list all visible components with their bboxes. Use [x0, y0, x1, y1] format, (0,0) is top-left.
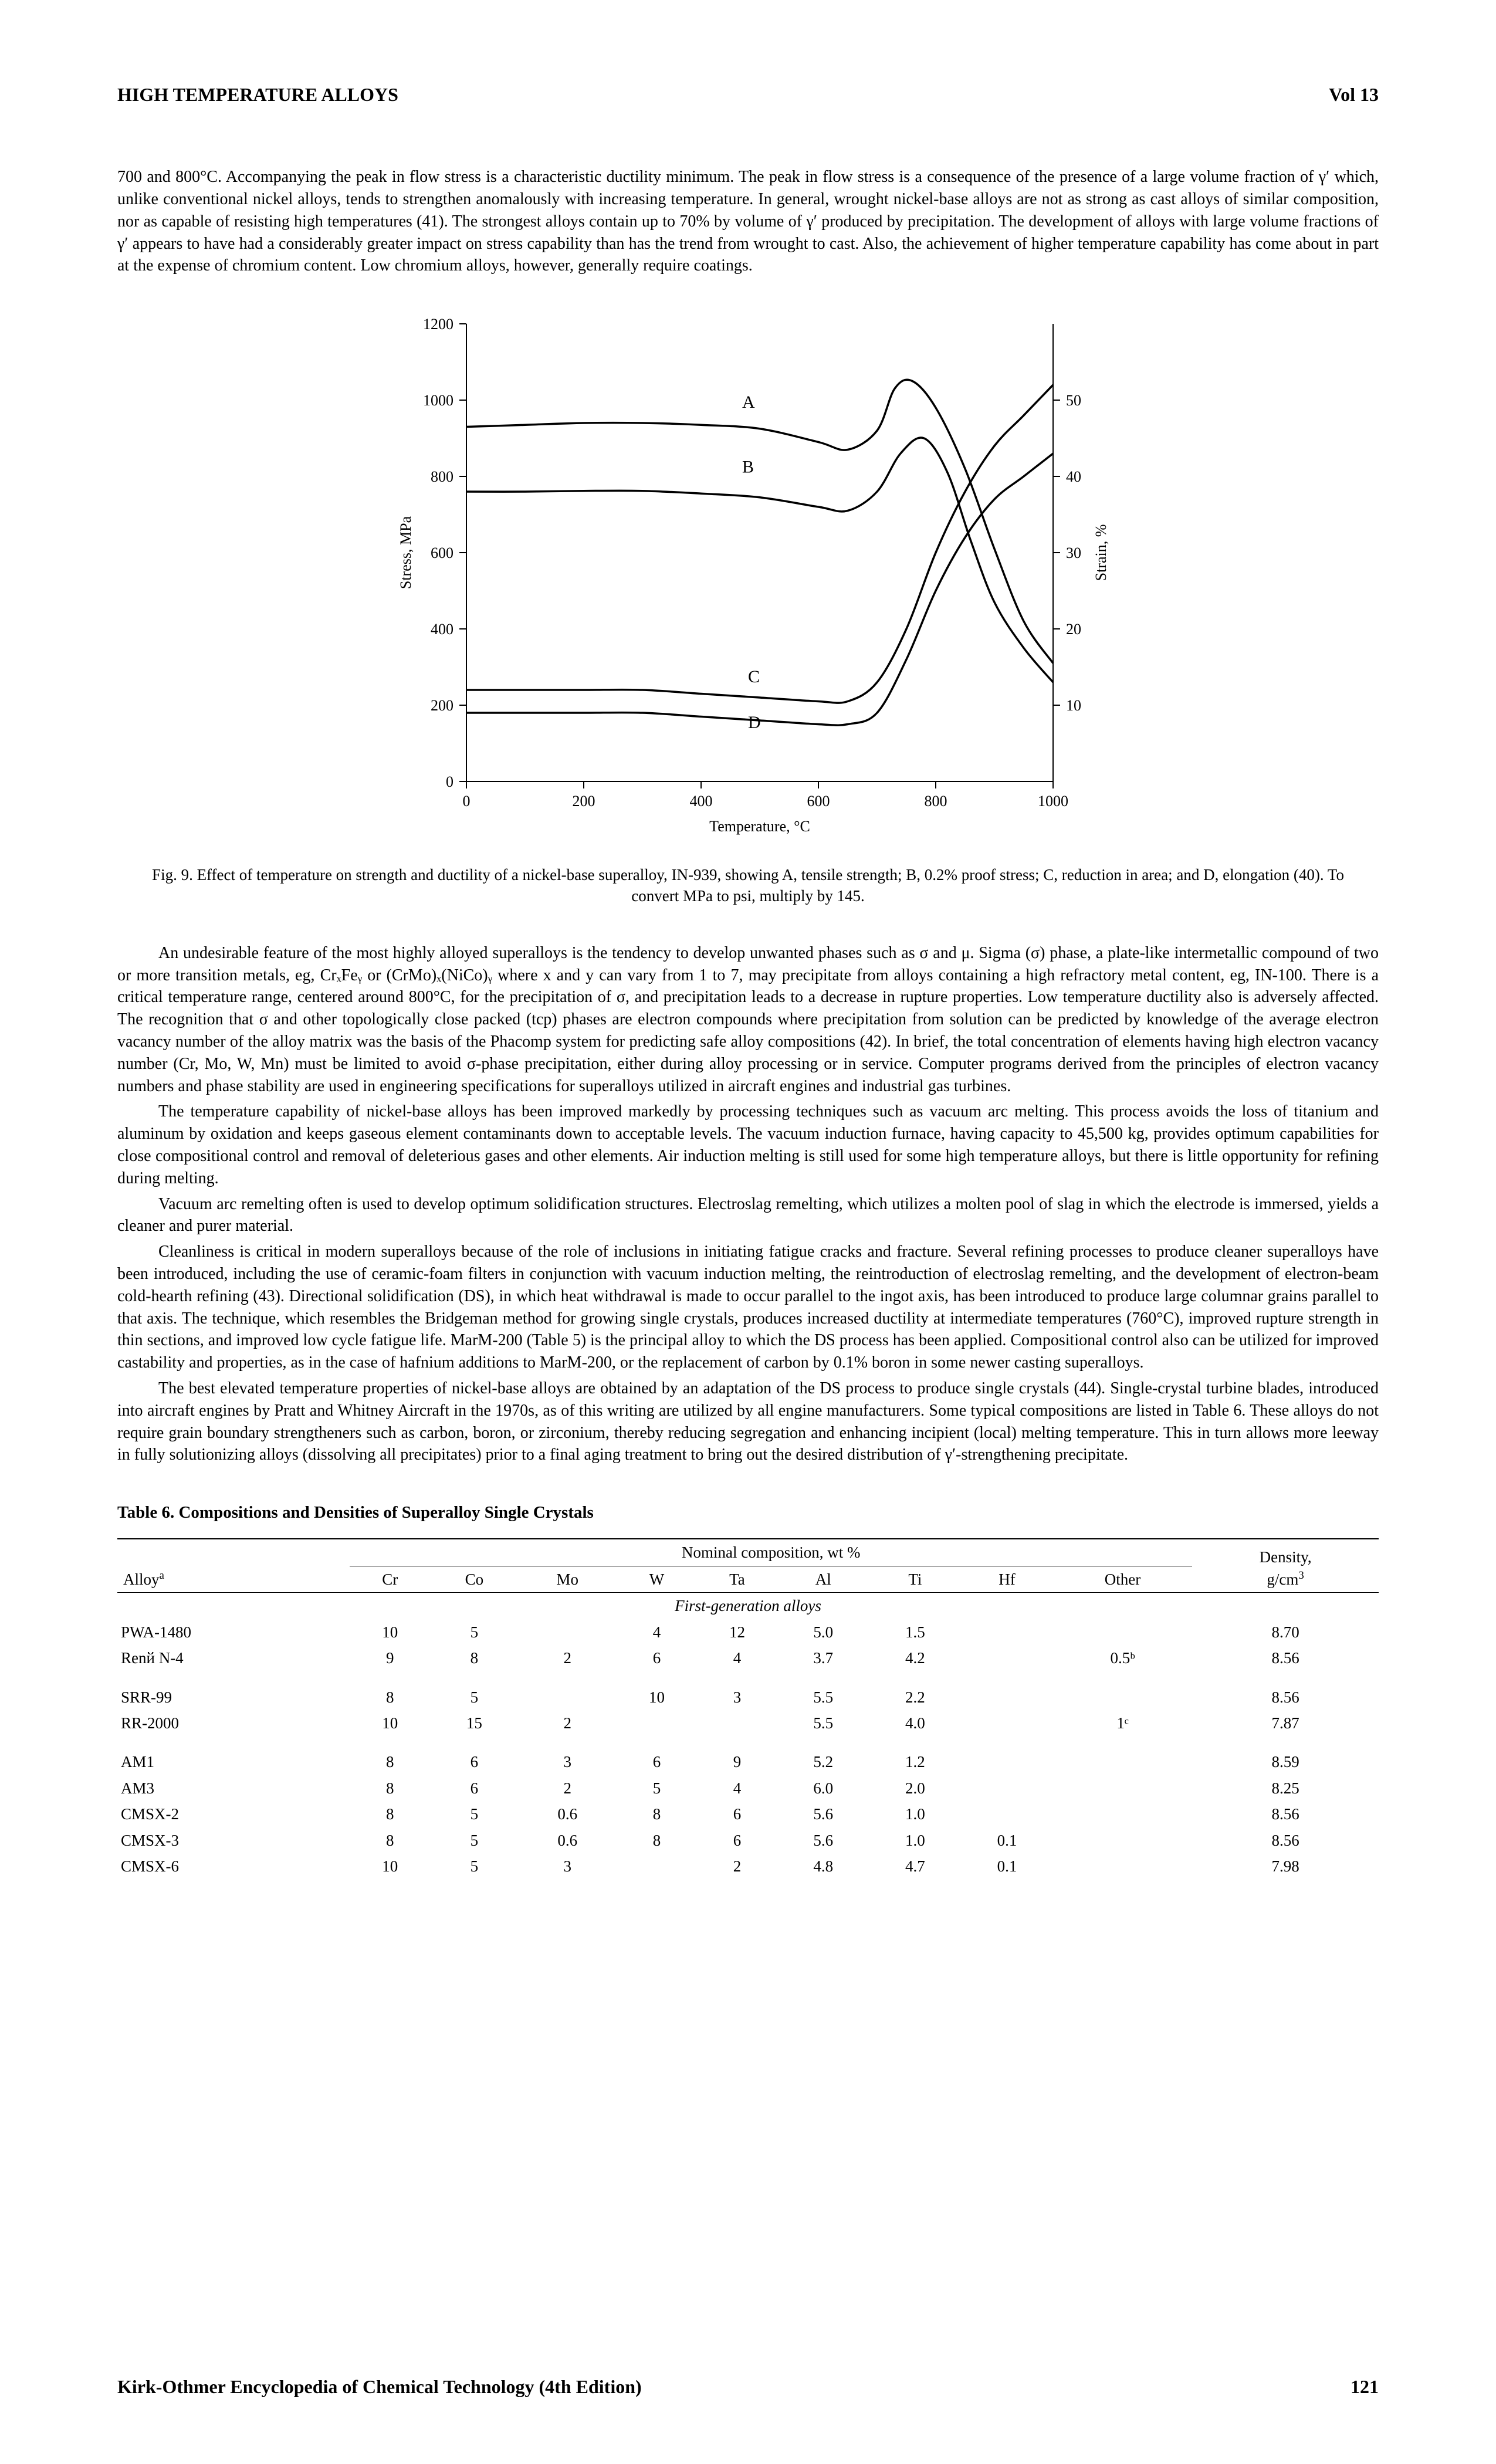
footer-left: Kirk-Othmer Encyclopedia of Chemical Tec…: [117, 2374, 642, 2399]
body-text-mid: An undesirable feature of the most highl…: [117, 942, 1379, 1466]
svg-text:200: 200: [431, 697, 453, 714]
table-6-title: Table 6. Compositions and Densities of S…: [117, 1501, 1379, 1524]
svg-text:800: 800: [431, 468, 453, 485]
para-5: Cleanliness is critical in modern supera…: [117, 1241, 1379, 1374]
svg-text:1000: 1000: [1038, 793, 1068, 810]
svg-text:Stress, MPa: Stress, MPa: [397, 516, 414, 590]
svg-text:Strain, %: Strain, %: [1092, 524, 1109, 581]
svg-text:30: 30: [1066, 544, 1081, 561]
svg-text:0: 0: [446, 773, 453, 790]
para-2: An undesirable feature of the most highl…: [117, 942, 1379, 1098]
svg-text:Temperature, °C: Temperature, °C: [709, 818, 810, 835]
figure-9-svg: 0 200 400 600 800 1000 Temperature, °C 0 200 400 6…: [367, 300, 1129, 840]
footer: Kirk-Othmer Encyclopedia of Chemical Tec…: [117, 2374, 1379, 2399]
svg-text:800: 800: [925, 793, 947, 810]
svg-text:200: 200: [573, 793, 595, 810]
svg-text:10: 10: [1066, 697, 1081, 714]
svg-text:400: 400: [690, 793, 713, 810]
header-right: Vol 13: [1329, 82, 1379, 107]
para-3: The temperature capability of nickel-bas…: [117, 1101, 1379, 1189]
svg-text:400: 400: [431, 621, 453, 638]
svg-text:600: 600: [807, 793, 830, 810]
header-left: HIGH TEMPERATURE ALLOYS: [117, 82, 398, 107]
table-group-header: Nominal composition, wt %: [350, 1539, 1192, 1566]
svg-text:1200: 1200: [423, 316, 453, 333]
para-6: The best elevated temperature properties…: [117, 1377, 1379, 1466]
svg-text:1000: 1000: [423, 392, 453, 409]
figure-9-caption: Fig. 9. Effect of temperature on strengt…: [149, 864, 1348, 907]
figure-9: 0 200 400 600 800 1000 Temperature, °C 0 200 400 6…: [117, 300, 1379, 847]
svg-text:0: 0: [463, 793, 471, 810]
svg-text:D: D: [748, 713, 761, 732]
svg-text:20: 20: [1066, 621, 1081, 638]
table-6: Alloya Nominal composition, wt % Density…: [117, 1538, 1379, 1879]
svg-text:50: 50: [1066, 392, 1081, 409]
body-text-top: 700 and 800°C. Accompanying the peak in …: [117, 166, 1379, 277]
para-4: Vacuum arc remelting often is used to de…: [117, 1193, 1379, 1238]
svg-text:40: 40: [1066, 468, 1081, 485]
svg-text:B: B: [742, 458, 754, 477]
footer-right: 121: [1351, 2374, 1379, 2399]
svg-text:C: C: [748, 667, 760, 686]
para-1: 700 and 800°C. Accompanying the peak in …: [117, 166, 1379, 277]
svg-text:A: A: [742, 392, 755, 412]
running-head: HIGH TEMPERATURE ALLOYS Vol 13: [117, 82, 1379, 107]
svg-text:600: 600: [431, 544, 453, 561]
